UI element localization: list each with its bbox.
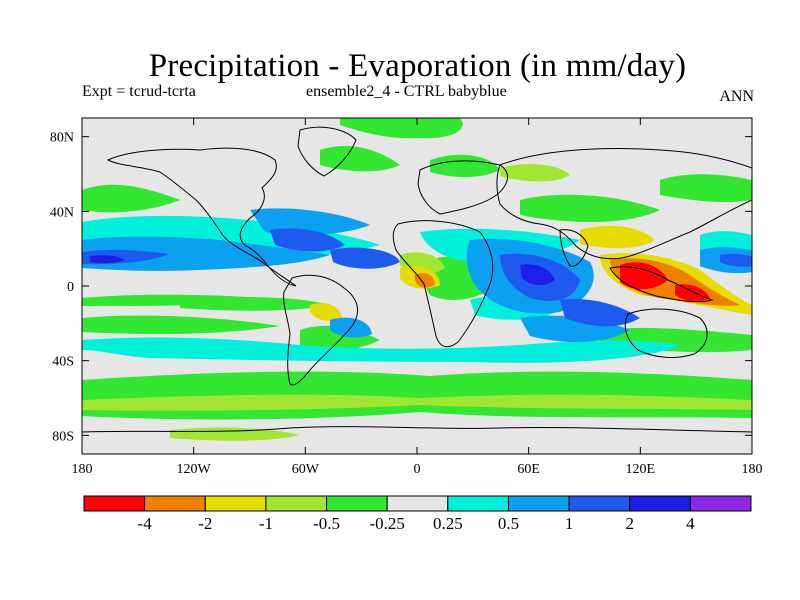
lat-tick-label: 40S [52, 355, 74, 370]
contour-region [82, 184, 180, 213]
colorbar-label: -4 [138, 514, 153, 533]
lon-tick-label: 180 [72, 462, 93, 477]
contour-region [90, 255, 125, 264]
lat-tick-label: 80S [52, 429, 74, 444]
lon-tick-label: 180 [742, 462, 763, 477]
colorbar-swatch [386, 495, 449, 512]
colorbar-swatch [689, 495, 752, 512]
lon-tick-label: 60E [517, 462, 540, 477]
contour-region [82, 337, 680, 363]
contour-region [320, 145, 400, 172]
coastline-india [559, 229, 589, 267]
lat-tick-label: 80N [50, 131, 74, 146]
colorbar: -4 -2 -1 -0.5 -0.25 0.25 0.5 1 2 4 [83, 495, 752, 533]
map-title: Precipitation - Evaporation (in mm/day) [148, 48, 687, 84]
coastline-greenland [297, 126, 357, 177]
colorbar-swatch [144, 495, 206, 512]
colorbar-label: 0.5 [498, 514, 519, 533]
contour-region [340, 118, 463, 139]
colorbar-label: 0.25 [433, 514, 463, 533]
contour-region [82, 236, 330, 271]
colorbar-label: 4 [686, 514, 695, 533]
contour-region [170, 427, 300, 441]
colorbar-label: 1 [565, 514, 574, 533]
coastline-australia [624, 308, 708, 358]
contour-region [500, 164, 570, 182]
contour-region [180, 297, 330, 311]
colorbar-label: 2 [625, 514, 634, 533]
contour-region [415, 273, 435, 288]
lon-tick-label: 60W [292, 462, 320, 477]
coastline-indonesia [609, 266, 714, 303]
experiment-label: Expt = tcrud-tcrta [82, 83, 196, 100]
colorbar-swatch [204, 495, 267, 512]
colorbar-swatch [629, 495, 691, 512]
contour-region [520, 194, 660, 222]
contour-region [250, 208, 370, 236]
colorbar-swatch [83, 495, 146, 512]
coastline-antarctica [82, 426, 752, 433]
coastline-north-america [106, 147, 297, 287]
contour-region [580, 225, 655, 249]
contour-region [82, 315, 280, 334]
contour-region [520, 264, 555, 286]
contour-region [430, 154, 500, 177]
coastlines [82, 126, 752, 433]
colorbar-swatch [568, 495, 631, 512]
contour-region [82, 394, 752, 411]
lon-tick-label: 0 [414, 462, 421, 477]
contour-region [720, 253, 752, 267]
colorbar-swatch [265, 495, 328, 512]
ensemble-label: ensemble2_4 - CTRL babyblue [306, 83, 507, 100]
contour-region [560, 299, 640, 327]
season-label: ANN [719, 88, 754, 105]
coastline-asia [496, 148, 752, 260]
colorbar-label: -0.25 [369, 514, 404, 533]
contour-region [620, 262, 668, 290]
coastline-europe [417, 160, 508, 215]
lon-tick-label: 120E [626, 462, 656, 477]
contour-region [330, 247, 400, 269]
lat-tick-label: 40N [50, 205, 74, 220]
colorbar-label: -0.5 [313, 514, 340, 533]
contour-region [660, 174, 752, 203]
contour-region [310, 303, 342, 321]
contour-region [270, 228, 345, 252]
axis-ticks: 80N 40N 0 40S 80S 180 120W 60W 0 60E 120E 180 [50, 118, 763, 477]
colorbar-swatch [447, 495, 509, 512]
coastline-south-america [283, 274, 359, 386]
lat-tick-label: 0 [67, 280, 74, 295]
coastline-africa [392, 220, 494, 348]
lon-tick-label: 120W [177, 462, 212, 477]
colorbar-swatch [507, 495, 570, 512]
colorbar-swatch [326, 495, 388, 512]
colorbar-label: -2 [198, 514, 212, 533]
contour-region [675, 284, 710, 302]
colorbar-label: -1 [259, 514, 273, 533]
